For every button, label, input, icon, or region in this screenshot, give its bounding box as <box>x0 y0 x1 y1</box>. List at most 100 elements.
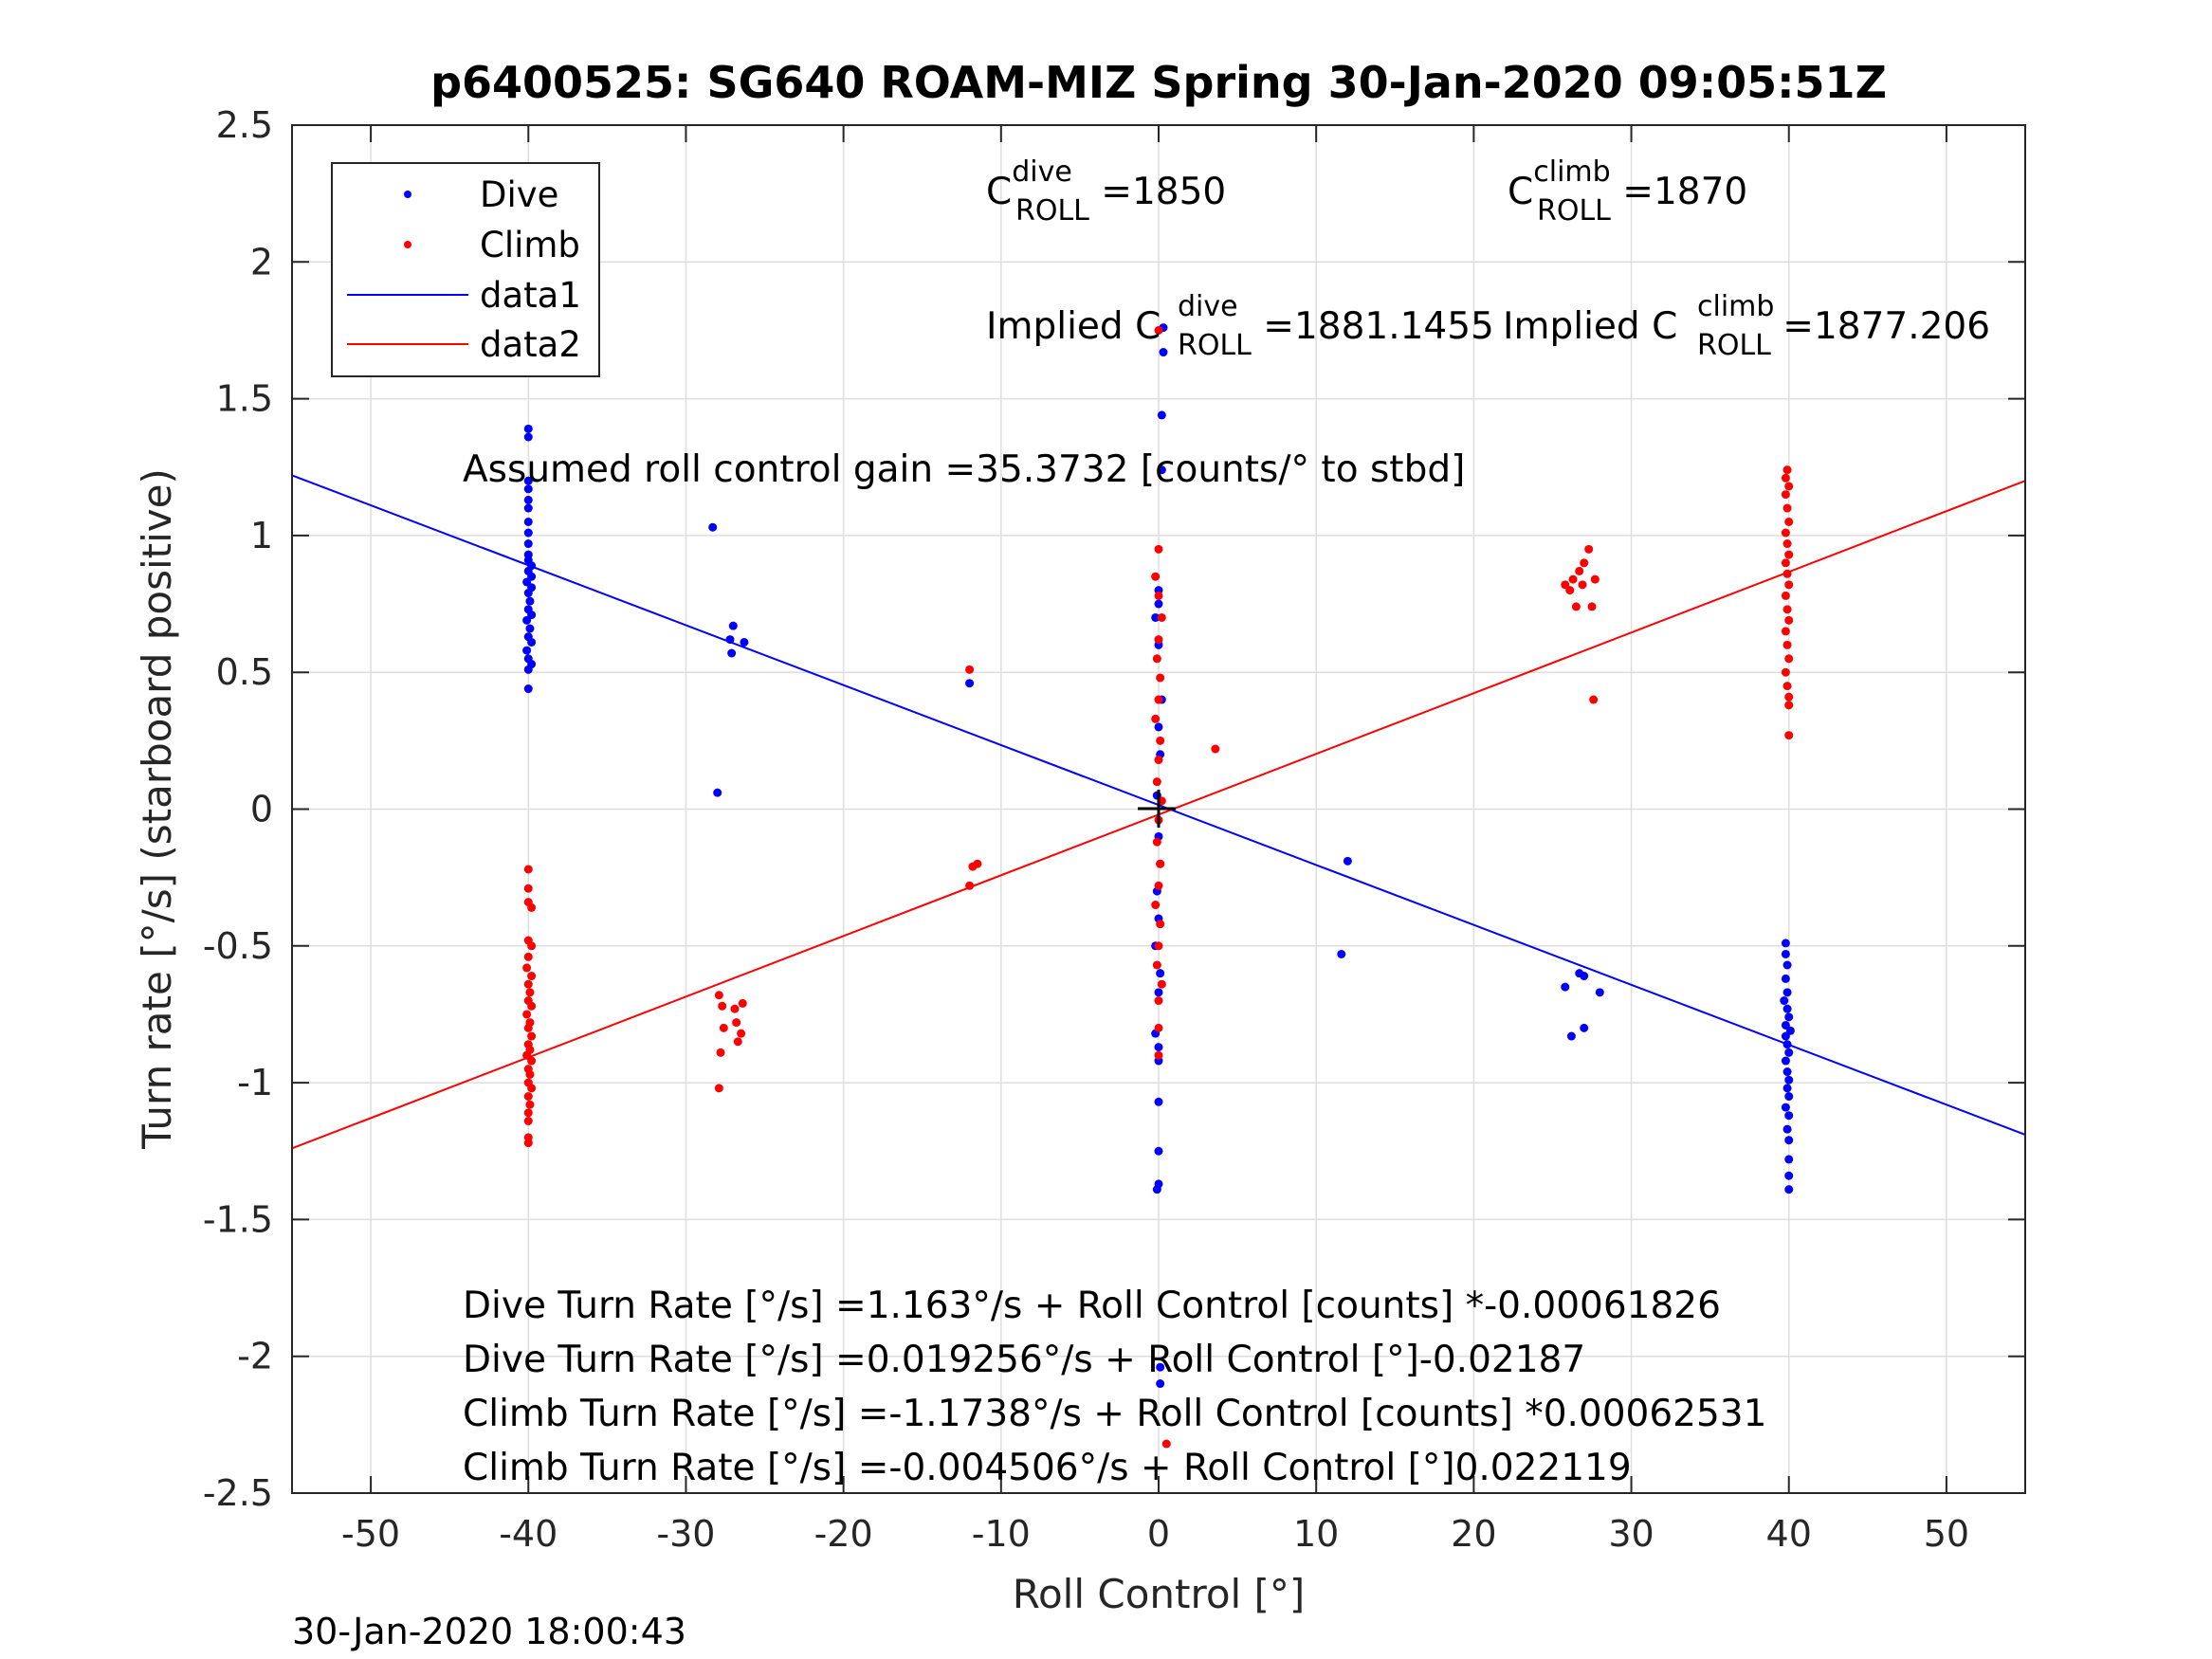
dive-point <box>1154 988 1163 997</box>
climb-point <box>1590 574 1600 584</box>
climb-point <box>1152 654 1161 664</box>
climb-point <box>1782 465 1792 475</box>
dive-point <box>523 495 533 504</box>
climb-point <box>1782 682 1792 691</box>
dive-point <box>1784 1075 1794 1085</box>
dive-point <box>1156 969 1165 978</box>
climb-point <box>1154 635 1163 645</box>
climb-point <box>1784 731 1794 740</box>
climb-point <box>527 941 537 951</box>
climb-point <box>527 902 537 912</box>
x-axis-label: Roll Control [°] <box>1013 1571 1306 1617</box>
dive-point <box>1784 1185 1794 1194</box>
climb-point <box>1578 580 1587 590</box>
climb-point <box>1154 756 1163 765</box>
x-tick-label: -40 <box>499 1513 558 1555</box>
c-dive-superscript: dive <box>1012 155 1072 189</box>
dive-point <box>523 503 533 513</box>
dive-point <box>1782 988 1792 997</box>
dive-point <box>523 476 533 485</box>
dive-point <box>1781 1056 1790 1066</box>
dive-point <box>1561 982 1570 992</box>
dive-point <box>525 624 535 633</box>
dive-point <box>1157 410 1166 420</box>
legend-marker-climb <box>404 241 411 248</box>
climb-point <box>1784 615 1794 625</box>
climb-point <box>527 1001 537 1011</box>
climb-point <box>730 1004 740 1013</box>
c-climb-annotation: Cclimb ROLL =1870 <box>1508 155 1747 228</box>
implied-climb-value: =1877.206 <box>1771 305 1990 348</box>
climb-point <box>1154 941 1163 951</box>
climb-point <box>525 1100 535 1109</box>
legend-label-data1: data1 <box>480 275 581 316</box>
legend: Dive Climb data1 data2 <box>331 162 600 377</box>
dive-point <box>523 528 533 538</box>
x-tick-label: 0 <box>1147 1513 1170 1555</box>
c-climb-superscript: climb <box>1533 155 1610 189</box>
climb-point <box>1151 901 1161 910</box>
x-tick-label: 40 <box>1766 1513 1812 1555</box>
climb-point <box>1575 566 1584 575</box>
dive-point <box>1784 1136 1794 1145</box>
implied-climb-superscript: climb <box>1697 290 1774 323</box>
c-dive-label: C <box>986 171 1012 213</box>
climb-point <box>523 952 533 961</box>
fit-line-1: Dive Turn Rate [°/s] =1.163°/s + Roll Co… <box>463 1285 1721 1327</box>
y-tick-label: 2.5 <box>216 104 273 146</box>
climb-point <box>523 979 533 989</box>
dive-point <box>1343 856 1352 866</box>
legend-marker-dive <box>404 191 411 198</box>
dive-point <box>523 424 533 433</box>
dive-point <box>1595 988 1604 997</box>
climb-point <box>1154 695 1163 704</box>
dive-point <box>1781 1103 1790 1112</box>
dive-point <box>1154 1146 1163 1156</box>
y-tick-label: 2 <box>250 241 273 283</box>
climb-point <box>1154 544 1163 554</box>
dive-point <box>1782 1084 1792 1093</box>
y-tick-label: -2 <box>237 1336 273 1377</box>
climb-point <box>1784 580 1794 590</box>
fit-line-3: Climb Turn Rate [°/s] =-1.1738°/s + Roll… <box>463 1393 1766 1435</box>
climb-point <box>1154 996 1163 1006</box>
implied-climb-label: Implied C <box>1503 305 1677 348</box>
dive-point <box>523 517 533 526</box>
x-tick-label: -10 <box>972 1513 1031 1555</box>
climb-point <box>523 1139 533 1148</box>
c-dive-value: =1850 <box>1089 171 1226 213</box>
y-tick-label: -1.5 <box>203 1198 273 1240</box>
chart-title: p6400525: SG640 ROAM-MIZ Spring 30-Jan-2… <box>430 57 1887 108</box>
climb-point <box>525 988 535 997</box>
climb-point <box>523 884 533 893</box>
fit-line-2: Dive Turn Rate [°/s] =0.019256°/s + Roll… <box>463 1339 1585 1381</box>
climb-point <box>737 1029 746 1038</box>
dive-point <box>1152 1185 1161 1194</box>
climb-point <box>527 1084 537 1093</box>
climb-point <box>1151 714 1161 723</box>
y-tick-label: 1 <box>250 515 273 556</box>
legend-label-dive: Dive <box>480 174 558 215</box>
climb-point <box>523 1117 533 1126</box>
implied-dive-annotation: Implied C dive ROLL =1881.1455 <box>986 290 1494 362</box>
climb-point <box>973 859 982 868</box>
climb-point <box>738 998 747 1008</box>
climb-point <box>1784 550 1794 559</box>
legend-label-climb: Climb <box>480 225 580 265</box>
fit-line-4: Climb Turn Rate [°/s] =-0.004506°/s + Ro… <box>463 1447 1632 1489</box>
climb-point <box>1156 920 1165 929</box>
dive-point <box>1580 1023 1589 1032</box>
dive-point <box>1782 1004 1792 1013</box>
climb-point <box>1154 325 1163 335</box>
tick-labels: -50 -40 -30 -20 -10 0 10 20 30 40 50 2.5 2 1.5 1 0.5 0 -0… <box>203 104 1969 1555</box>
dive-point <box>1782 1040 1792 1049</box>
climb-point <box>1781 473 1790 483</box>
dive-point <box>708 522 718 532</box>
dive-point <box>525 596 535 606</box>
dive-point <box>1151 612 1161 622</box>
dive-point <box>1784 1155 1794 1164</box>
c-dive-annotation: Cdive ROLL =1850 <box>986 155 1226 228</box>
climb-point <box>1782 503 1792 513</box>
climb-point <box>1568 574 1578 584</box>
climb-point <box>1784 482 1794 491</box>
